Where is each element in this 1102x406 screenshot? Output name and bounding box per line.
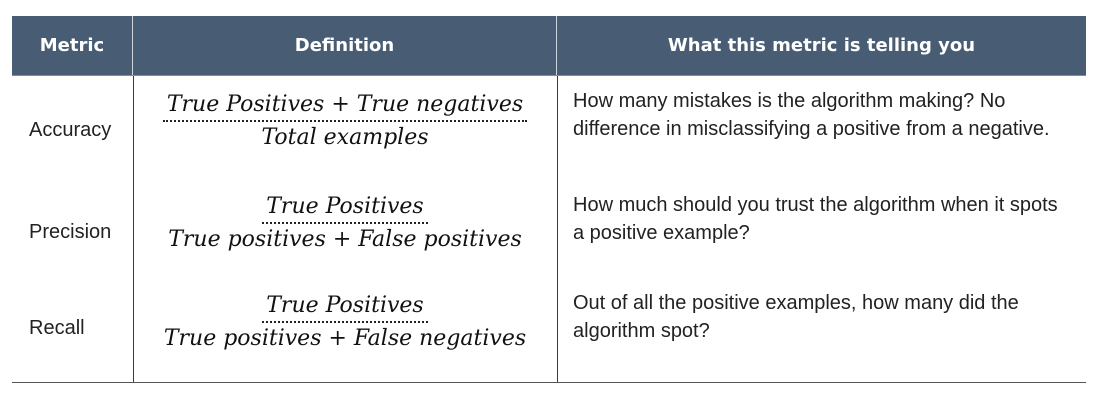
header-what: What this metric is telling you xyxy=(667,35,976,56)
metric-explanation: How many mistakes is the algorithm makin… xyxy=(573,90,1050,140)
definition-formula: True Positives + True negatives Total ex… xyxy=(133,82,557,178)
column-divider xyxy=(557,76,558,382)
metrics-table: Metric Definition What this metric is te… xyxy=(12,16,1086,383)
metric-explanation: Out of all the positive examples, how ma… xyxy=(573,292,1019,342)
metric-name: Precision xyxy=(29,221,112,243)
formula-denominator: Total examples xyxy=(261,125,429,151)
definition-formula: True Positives True positives + False ne… xyxy=(133,286,557,378)
formula-numerator: True Positives xyxy=(262,194,428,225)
formula-numerator: True Positives xyxy=(262,293,428,324)
definition-formula: True Positives True positives + False po… xyxy=(133,188,557,278)
table-header: Metric Definition What this metric is te… xyxy=(12,16,1086,76)
metric-name: Accuracy xyxy=(29,119,112,141)
formula-denominator: True positives + False negatives xyxy=(163,326,527,352)
table-body: Accuracy True Positives + True negatives… xyxy=(12,76,1086,383)
metric-explanation: How much should you trust the algorithm … xyxy=(573,194,1058,244)
formula-numerator: True Positives + True negatives xyxy=(162,92,528,123)
table-row: Precision True Positives True positives … xyxy=(12,188,1086,278)
column-divider xyxy=(133,76,134,382)
metric-name: Recall xyxy=(29,317,85,339)
formula-denominator: True positives + False positives xyxy=(168,227,522,253)
table-row: Accuracy True Positives + True negatives… xyxy=(12,82,1086,178)
header-definition: Definition xyxy=(133,16,557,75)
header-metric: Metric xyxy=(12,16,133,75)
table-row: Recall True Positives True positives + F… xyxy=(12,286,1086,378)
